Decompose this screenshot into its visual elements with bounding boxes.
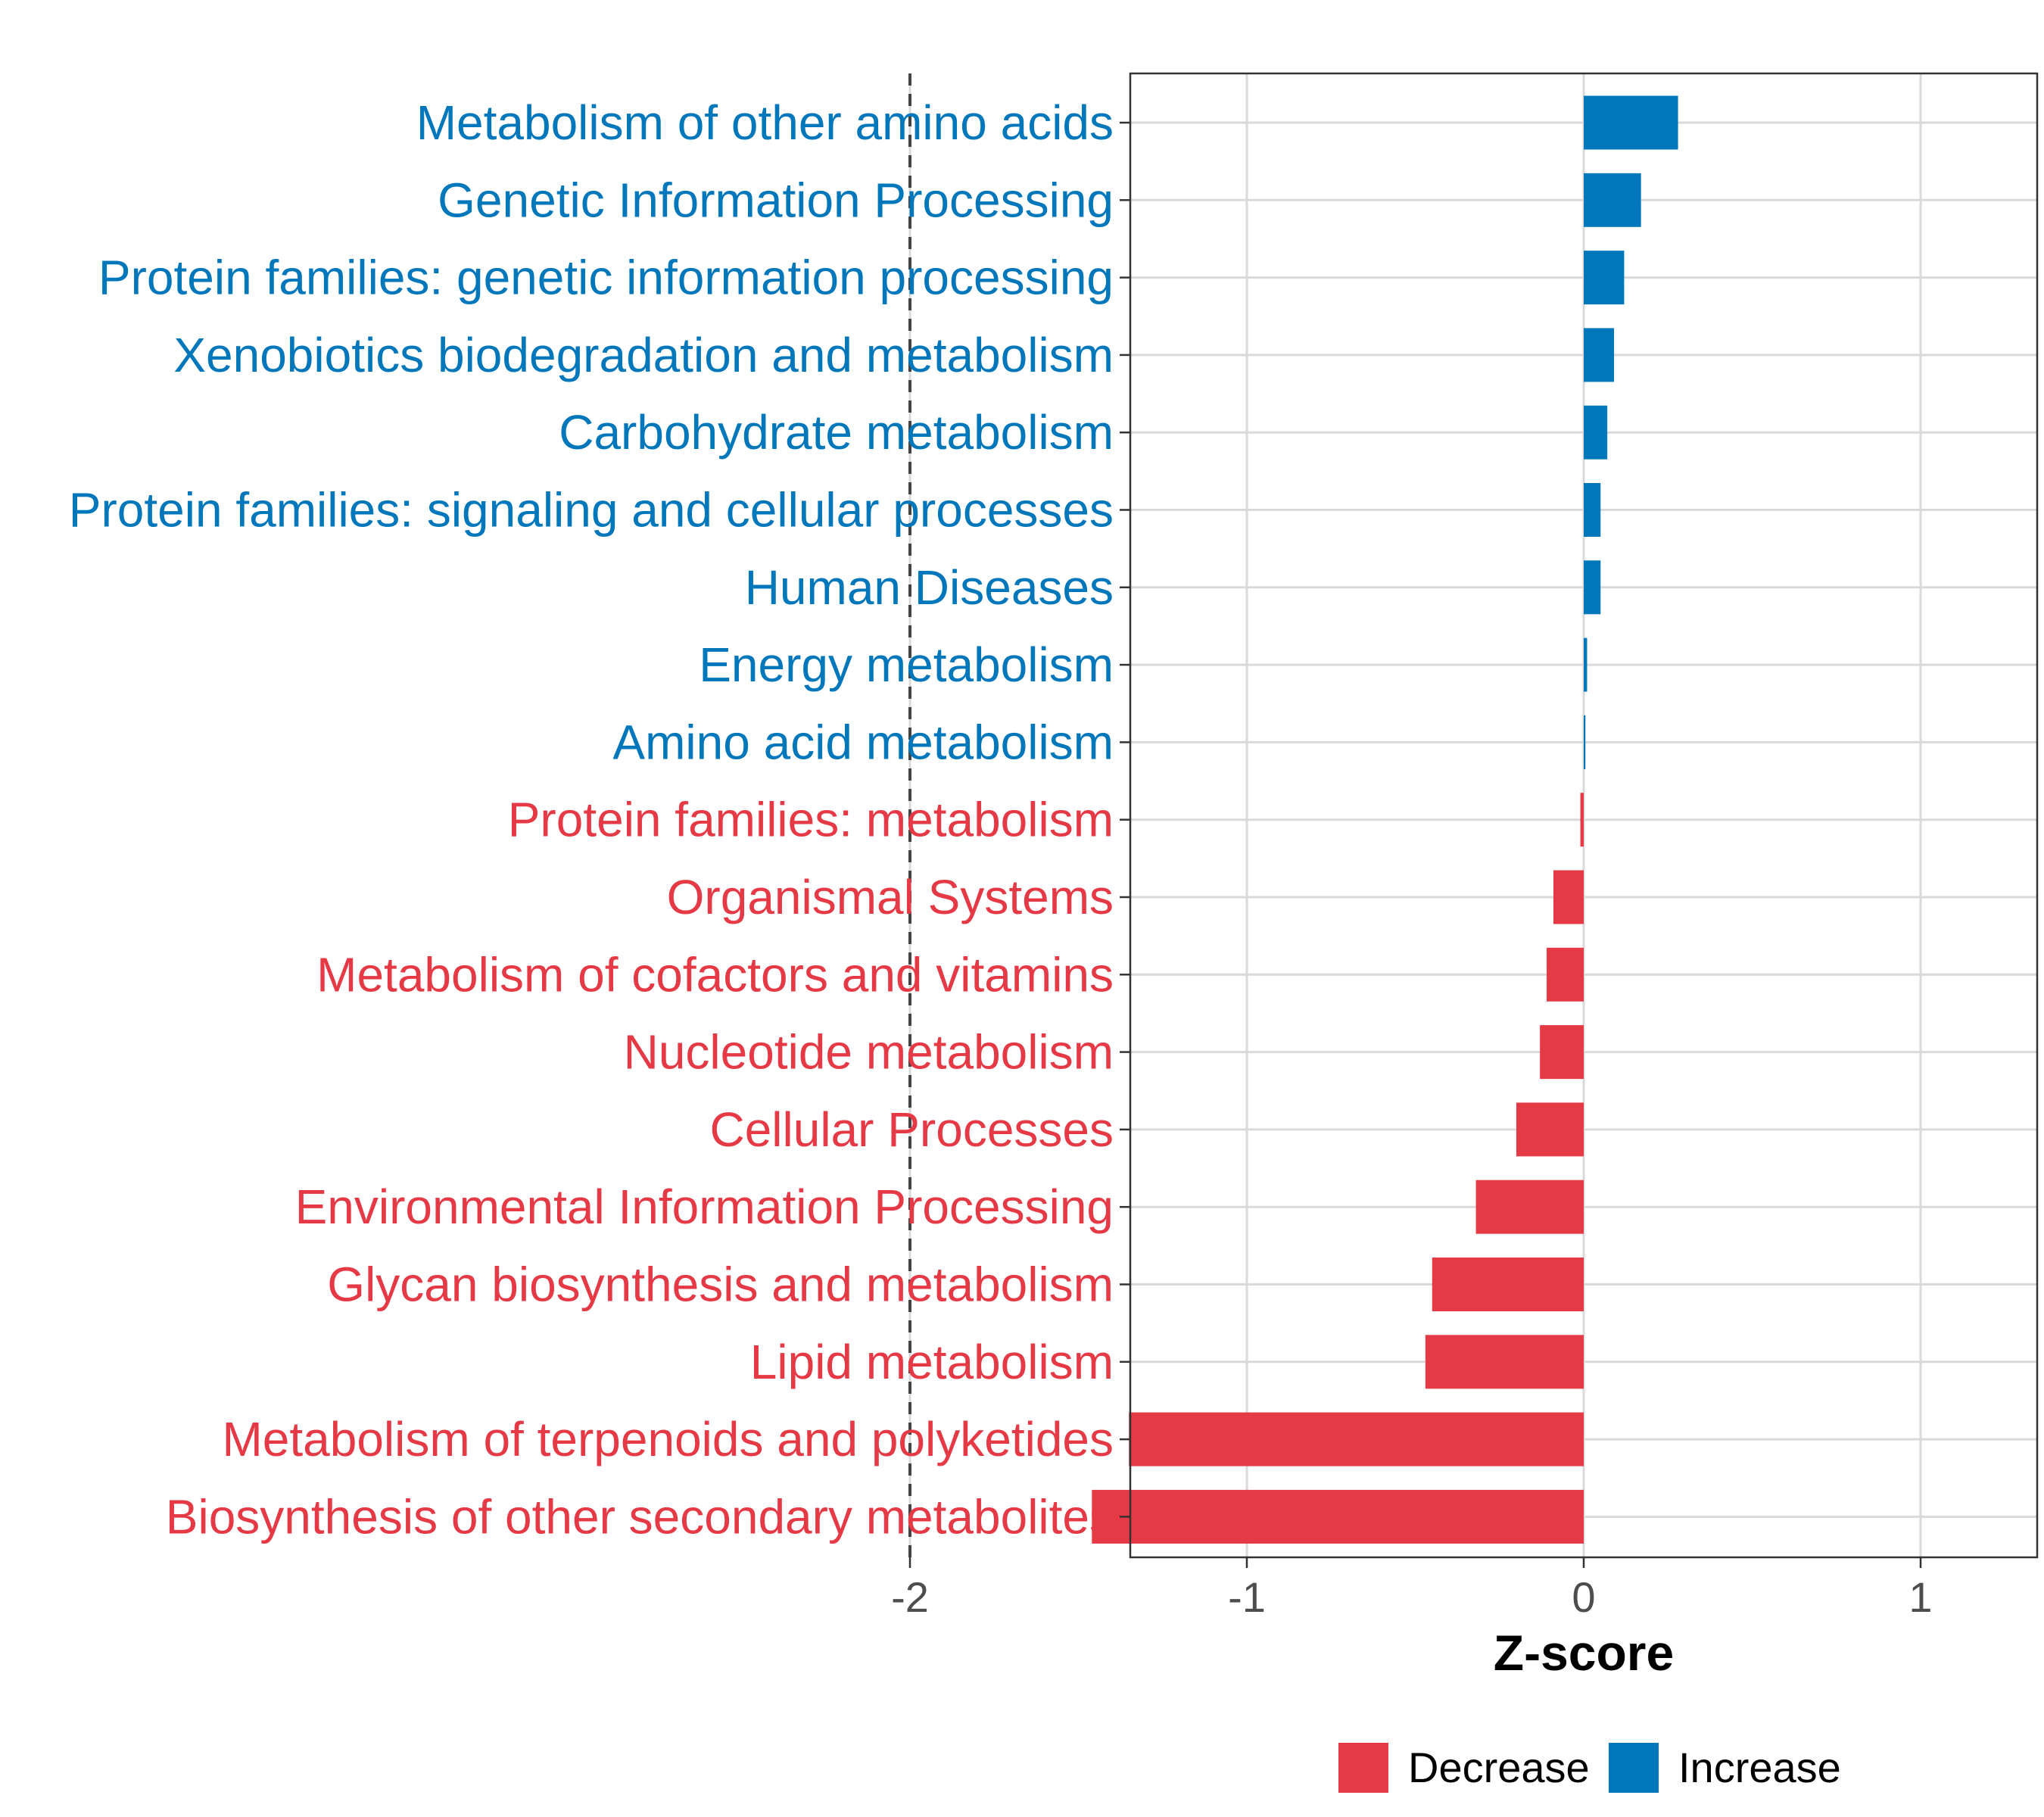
legend-key	[1609, 1743, 1659, 1793]
legend: Decrease Increase	[1338, 1743, 1841, 1793]
bar-decrease	[1129, 1412, 1584, 1466]
x-axis-title: Z-score	[1494, 1625, 1674, 1681]
category-label: Protein families: metabolism	[508, 793, 1114, 847]
category-label: Environmental Information Processing	[295, 1180, 1114, 1234]
bar-increase	[1584, 405, 1608, 460]
legend-item-increase: Increase	[1609, 1743, 1841, 1793]
bar-decrease	[1425, 1335, 1584, 1389]
category-label: Biosynthesis of other secondary metaboli…	[166, 1489, 1114, 1544]
bar-decrease	[1475, 1180, 1584, 1234]
bar-decrease	[1553, 870, 1584, 924]
category-label: Protein families: genetic information pr…	[98, 251, 1114, 305]
y-axis-labels: Metabolism of other amino acids Genetic I…	[69, 95, 1114, 1544]
category-label: Metabolism of terpenoids and polyketides	[222, 1412, 1114, 1466]
category-label: Carbohydrate metabolism	[559, 405, 1114, 460]
category-label: Energy metabolism	[699, 637, 1114, 692]
bar-decrease	[1092, 1489, 1584, 1544]
bar-increase	[1584, 715, 1586, 769]
bar-increase	[1584, 328, 1615, 382]
category-label: Genetic Information Processing	[438, 173, 1114, 227]
x-tick-label: -1	[1228, 1573, 1266, 1621]
x-axis-ticks	[908, 1557, 1922, 1568]
legend-key	[1338, 1743, 1388, 1793]
category-label: Cellular Processes	[709, 1102, 1114, 1157]
category-label: Metabolism of other amino acids	[416, 95, 1114, 150]
legend-label: Decrease	[1408, 1744, 1590, 1791]
category-label: Protein families: signaling and cellular…	[69, 483, 1114, 538]
category-label: Amino acid metabolism	[612, 715, 1114, 769]
bar-increase	[1584, 173, 1641, 227]
bar-increase	[1584, 560, 1601, 615]
bar-increase	[1584, 637, 1588, 692]
category-label: Metabolism of cofactors and vitamins	[316, 947, 1114, 1002]
bar-decrease	[1516, 1102, 1584, 1157]
category-label: Organismal Systems	[667, 870, 1114, 924]
bars	[1092, 95, 1678, 1544]
category-label: Lipid metabolism	[750, 1335, 1114, 1389]
y-axis-ticks	[1120, 121, 1130, 1518]
legend-label: Increase	[1678, 1744, 1841, 1791]
bar-increase	[1584, 95, 1678, 150]
x-axis-tick-labels: -2-1012	[891, 1573, 1932, 1621]
bar-decrease	[1547, 947, 1584, 1002]
reference-lines	[908, 73, 911, 1557]
category-label: Xenobiotics biodegradation and metabolis…	[173, 328, 1114, 382]
x-tick-label: 1	[1908, 1573, 1932, 1621]
category-label: Glycan biosynthesis and metabolism	[327, 1258, 1114, 1312]
bar-increase	[1584, 483, 1601, 537]
bar-decrease	[1580, 793, 1584, 847]
x-tick-label: -2	[891, 1573, 929, 1621]
bar-decrease	[1432, 1258, 1584, 1311]
legend-item-decrease: Decrease	[1338, 1743, 1590, 1793]
x-tick-label: 0	[1572, 1573, 1595, 1621]
category-label: Human Diseases	[745, 560, 1114, 615]
bar-decrease	[1540, 1025, 1584, 1080]
category-label: Nucleotide metabolism	[624, 1025, 1114, 1080]
bar-increase	[1584, 251, 1625, 305]
